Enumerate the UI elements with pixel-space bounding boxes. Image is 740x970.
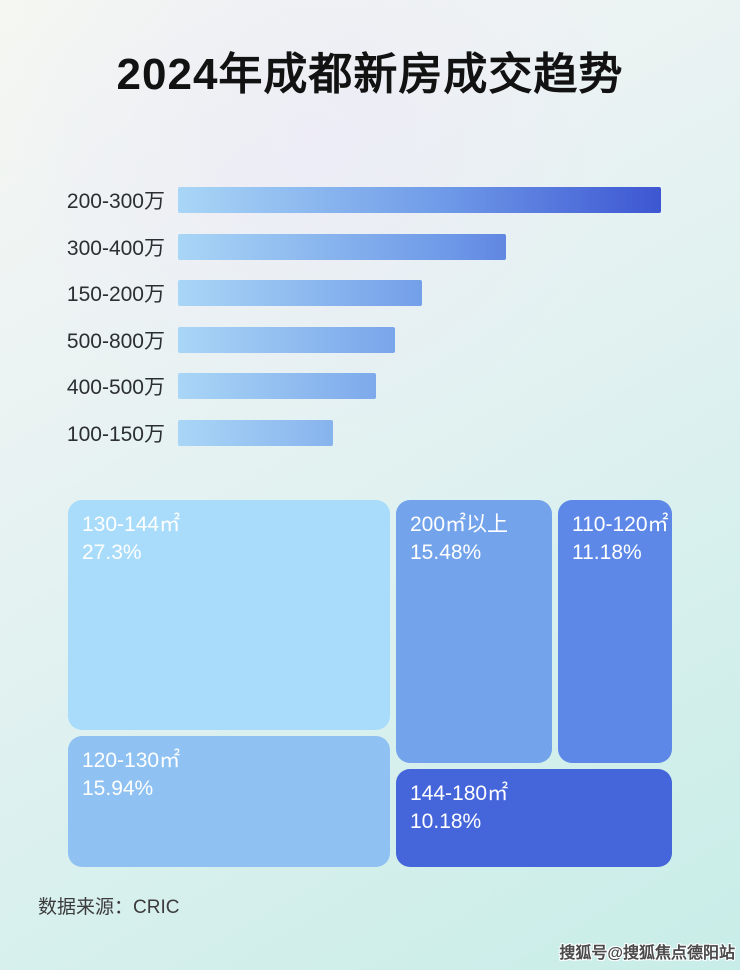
bar — [178, 280, 422, 307]
tile-area-label: 120-130㎡ — [82, 749, 181, 772]
bar-category-label: 200-300万 — [66, 190, 165, 214]
bar-row: 300-400万 — [40, 224, 700, 271]
bar-category-label: 300-400万 — [66, 236, 165, 260]
bar-category-label: 400-500万 — [66, 376, 165, 400]
bar-category-label: 100-150万 — [66, 422, 165, 446]
tile-percent-value: 15.48% — [410, 541, 482, 565]
treemap-tile: 144-180㎡ 10.18% — [396, 769, 672, 867]
tile-area-label: 200㎡以上 — [410, 513, 509, 536]
treemap-tile: 120-130㎡ 15.94% — [68, 736, 390, 867]
bar — [178, 419, 333, 446]
bar-row: 400-500万 — [40, 363, 700, 410]
area-size-treemap: 130-144㎡ 27.3% 120-130㎡ 15.94% 200㎡以上 15.48% 1… — [68, 500, 672, 867]
bar-category-label: 500-800万 — [66, 329, 165, 353]
price-range-bar-chart: 200-300万 300-400万 150-200万 500-800万 400-500万… — [40, 177, 700, 456]
bar — [178, 187, 661, 214]
treemap-tile: 110-120㎡ 11.18% — [558, 500, 672, 763]
treemap-tile: 200㎡以上 15.48% — [396, 500, 552, 763]
tile-area-label: 110-120㎡ — [572, 513, 669, 536]
tile-percent-value: 15.94% — [82, 777, 154, 801]
tile-percent-value: 11.18% — [572, 541, 642, 565]
data-source-label: 数据来源：CRIC — [38, 897, 180, 918]
bar-row: 150-200万 — [40, 270, 700, 317]
bar-row: 500-800万 — [40, 317, 700, 364]
tile-area-label: 144-180㎡ — [410, 782, 509, 805]
tile-percent-value: 10.18% — [410, 810, 482, 834]
tile-percent-value: 27.3% — [82, 541, 142, 565]
tile-area-label: 130-144㎡ — [82, 513, 181, 536]
watermark-text: 搜狐号@搜狐焦点德阳站 — [559, 945, 735, 962]
bar — [178, 233, 506, 260]
bar-row: 100-150万 — [40, 410, 700, 457]
bar — [178, 326, 395, 353]
bar — [178, 373, 376, 400]
bar-category-label: 150-200万 — [66, 283, 165, 307]
page-title: 2024年成都新房成交趋势 — [116, 50, 624, 99]
bar-row: 200-300万 — [40, 177, 700, 224]
treemap-tile: 130-144㎡ 27.3% — [68, 500, 390, 730]
